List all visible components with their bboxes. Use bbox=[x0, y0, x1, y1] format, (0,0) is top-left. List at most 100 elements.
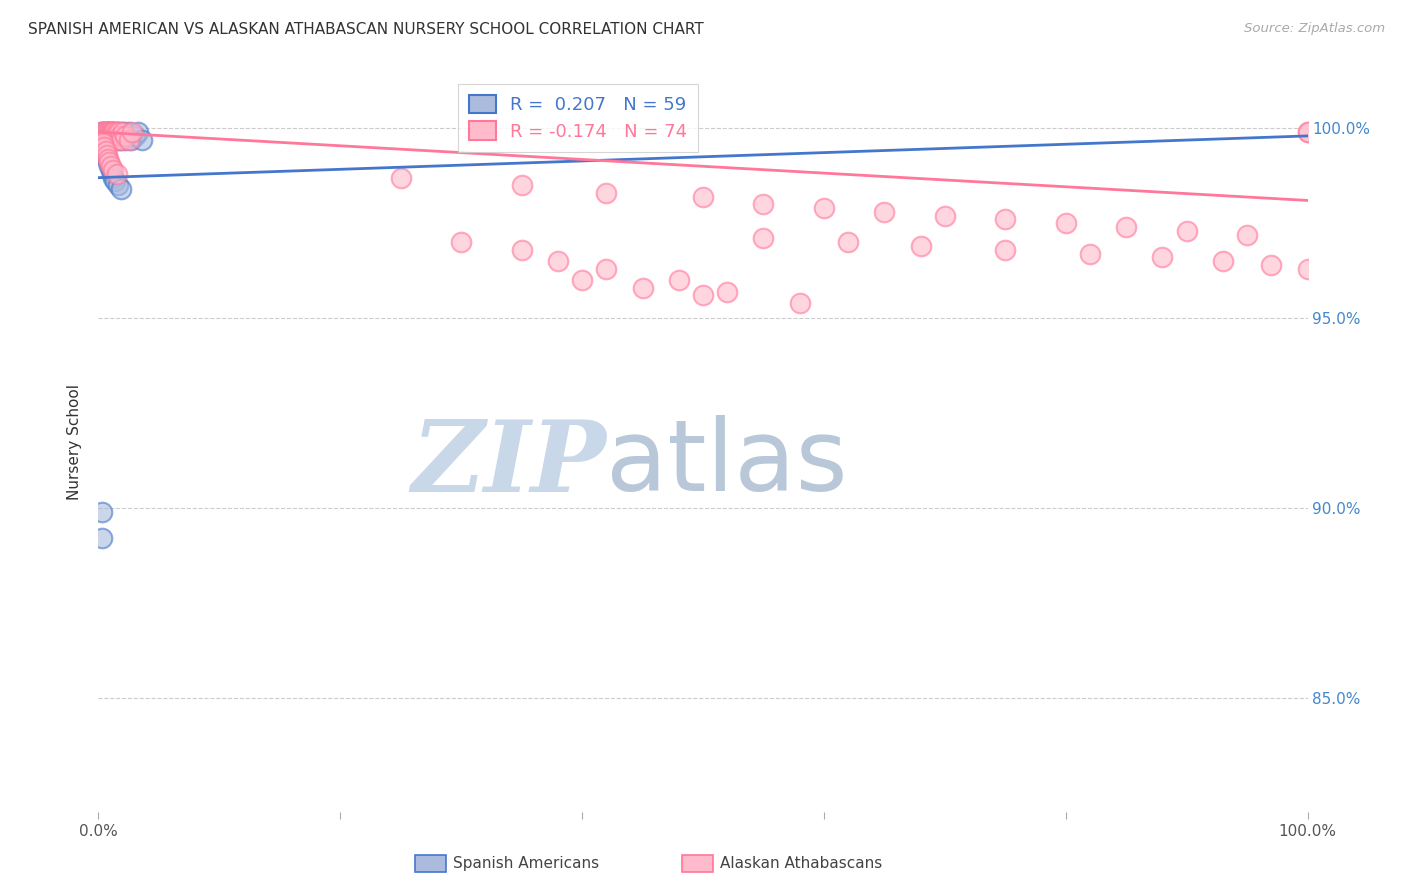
Point bbox=[100, 133, 122, 147]
Point bbox=[101, 125, 124, 139]
Point bbox=[752, 197, 775, 211]
Point bbox=[450, 235, 472, 250]
Text: Spanish Americans: Spanish Americans bbox=[453, 856, 599, 871]
Point bbox=[97, 155, 120, 169]
Point bbox=[101, 170, 124, 185]
Text: Alaskan Athabascans: Alaskan Athabascans bbox=[720, 856, 882, 871]
Point bbox=[107, 133, 129, 147]
Point bbox=[108, 125, 131, 139]
Point bbox=[100, 133, 122, 147]
Point bbox=[105, 128, 128, 143]
Point bbox=[98, 128, 121, 143]
Point bbox=[98, 159, 121, 173]
Point bbox=[994, 212, 1017, 227]
Point bbox=[100, 163, 122, 178]
Point bbox=[100, 125, 122, 139]
Point bbox=[91, 140, 114, 154]
Point bbox=[104, 174, 127, 188]
Point bbox=[93, 125, 115, 139]
Text: Source: ZipAtlas.com: Source: ZipAtlas.com bbox=[1244, 22, 1385, 36]
Point bbox=[510, 178, 533, 193]
Point bbox=[1212, 254, 1234, 268]
Point bbox=[120, 133, 142, 147]
Point bbox=[127, 125, 149, 139]
Point bbox=[91, 532, 114, 546]
Point bbox=[110, 133, 132, 147]
Point bbox=[1236, 227, 1258, 242]
Point bbox=[1175, 224, 1198, 238]
Point bbox=[110, 125, 132, 139]
Point bbox=[91, 125, 114, 139]
Point bbox=[91, 136, 114, 151]
Point bbox=[873, 204, 896, 219]
Point bbox=[111, 128, 134, 143]
Legend: R =  0.207   N = 59, R = -0.174   N = 74: R = 0.207 N = 59, R = -0.174 N = 74 bbox=[458, 84, 699, 152]
Point bbox=[107, 125, 129, 139]
Point bbox=[100, 128, 122, 143]
Point bbox=[101, 128, 124, 143]
Point bbox=[96, 133, 118, 147]
Point bbox=[1296, 125, 1319, 139]
Point bbox=[90, 125, 112, 139]
Point bbox=[100, 125, 122, 139]
Point bbox=[90, 125, 112, 139]
Point bbox=[631, 281, 654, 295]
Point bbox=[97, 152, 120, 166]
Point bbox=[97, 125, 120, 139]
Point bbox=[105, 125, 128, 139]
Point bbox=[96, 128, 118, 143]
Point bbox=[97, 128, 120, 143]
Point bbox=[96, 128, 118, 143]
Point bbox=[115, 128, 138, 143]
Point bbox=[1078, 246, 1101, 260]
Point bbox=[595, 186, 617, 200]
Point bbox=[595, 261, 617, 276]
Point bbox=[716, 285, 738, 299]
Point bbox=[98, 155, 121, 169]
Point bbox=[121, 125, 143, 139]
Point bbox=[692, 189, 714, 203]
Point bbox=[668, 273, 690, 287]
Point bbox=[94, 128, 117, 143]
Point bbox=[124, 128, 146, 143]
Y-axis label: Nursery School: Nursery School bbox=[67, 384, 83, 500]
Point bbox=[1152, 251, 1174, 265]
Point bbox=[104, 133, 127, 147]
Point bbox=[789, 296, 811, 310]
Point bbox=[100, 128, 122, 143]
Point bbox=[98, 125, 121, 139]
Point bbox=[91, 128, 114, 143]
Point bbox=[103, 128, 125, 143]
Point bbox=[112, 125, 135, 139]
Point bbox=[101, 133, 124, 147]
Point bbox=[94, 125, 117, 139]
Point bbox=[114, 128, 136, 143]
Point bbox=[108, 128, 131, 143]
Point bbox=[98, 128, 121, 143]
Point bbox=[1115, 220, 1137, 235]
Point bbox=[94, 133, 117, 147]
Point bbox=[389, 170, 412, 185]
Point bbox=[108, 128, 131, 143]
Point bbox=[118, 133, 141, 147]
Point bbox=[105, 125, 128, 139]
Point bbox=[96, 148, 118, 162]
Point bbox=[91, 133, 114, 147]
Point bbox=[1054, 216, 1077, 230]
Point bbox=[111, 125, 134, 139]
Point bbox=[93, 128, 115, 143]
Point bbox=[98, 125, 121, 139]
Point bbox=[100, 125, 122, 139]
Point bbox=[100, 159, 122, 173]
Point bbox=[94, 144, 117, 158]
Point bbox=[93, 140, 115, 154]
Point bbox=[101, 163, 124, 178]
Point bbox=[100, 167, 122, 181]
Point bbox=[752, 231, 775, 245]
Point bbox=[934, 209, 956, 223]
Point bbox=[100, 128, 122, 143]
Point bbox=[93, 125, 115, 139]
Point bbox=[510, 243, 533, 257]
Point bbox=[94, 125, 117, 139]
Point bbox=[93, 133, 115, 147]
